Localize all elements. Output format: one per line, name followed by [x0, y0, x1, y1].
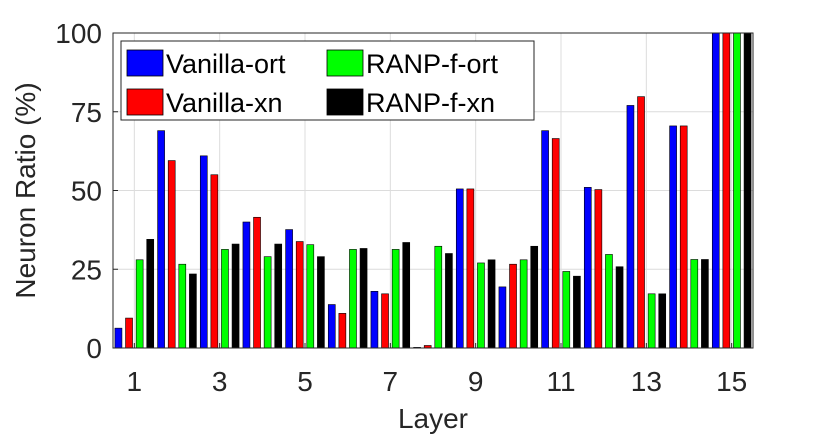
x-tick-label: 13 — [631, 366, 662, 397]
x-axis-ticks: 1 3 5 7 9 11 13 15 — [127, 343, 747, 397]
legend-label-Vanilla-ort: Vanilla-ort — [166, 49, 286, 79]
x-axis-label: Layer — [398, 403, 468, 434]
bar-Vanilla-xn-11 — [551, 138, 560, 349]
bar-RANP-f-xn-14 — [701, 259, 709, 349]
legend-swatch-RANP-f-ort — [326, 49, 364, 77]
legend-label-RANP-f-xn: RANP-f-xn — [366, 88, 495, 118]
bar-RANP-f-ort-15 — [733, 32, 741, 349]
bar-Vanilla-xn-12 — [594, 189, 603, 349]
bar-Vanilla-xn-4 — [253, 216, 261, 349]
bar-Vanilla-xn-15 — [722, 32, 731, 349]
bar-RANP-f-ort-14 — [690, 259, 699, 349]
bar-Vanilla-ort-9 — [455, 188, 464, 349]
x-tick-label: 11 — [546, 366, 575, 397]
bar-Vanilla-xn-2 — [167, 160, 176, 349]
bar-Vanilla-xn-13 — [637, 96, 645, 349]
bar-Vanilla-xn-6 — [338, 313, 347, 349]
bar-Vanilla-xn-9 — [466, 188, 475, 349]
bar-RANP-f-ort-4 — [263, 256, 272, 349]
bar-Vanilla-ort-3 — [199, 155, 208, 349]
bar-Vanilla-ort-13 — [626, 105, 635, 349]
x-tick-label: 1 — [127, 366, 143, 397]
legend: Vanilla-ort RANP-f-ort Vanilla-xn RANP-f-xn — [120, 40, 535, 121]
bar-Vanilla-ort-11 — [541, 130, 549, 349]
legend-swatch-RANP-f-xn — [326, 88, 364, 116]
bar-RANP-f-xn-10 — [530, 245, 539, 349]
legend-label-Vanilla-xn: Vanilla-xn — [166, 88, 283, 118]
x-tick-label: 9 — [468, 366, 484, 397]
bar-Vanilla-ort-15 — [711, 32, 720, 349]
bar-RANP-f-ort-3 — [221, 249, 229, 349]
y-axis-label: Neuron Ratio (%) — [10, 82, 41, 298]
y-tick-label: 25 — [71, 254, 102, 285]
bar-RANP-f-xn-5 — [317, 256, 325, 349]
legend-label-RANP-f-ort: RANP-f-ort — [366, 49, 499, 79]
bar-RANP-f-ort-7 — [391, 249, 400, 349]
bar-RANP-f-xn-2 — [189, 273, 197, 349]
bar-RANP-f-ort-12 — [605, 254, 613, 349]
bar-RANP-f-xn-4 — [274, 243, 283, 349]
bar-RANP-f-ort-13 — [647, 293, 656, 349]
bar-RANP-f-xn-7 — [402, 242, 411, 349]
y-tick-label: 50 — [71, 176, 102, 207]
bar-Vanilla-ort-6 — [327, 304, 336, 349]
bar-Vanilla-ort-2 — [157, 130, 165, 349]
bar-RANP-f-ort-11 — [562, 271, 571, 349]
bar-Vanilla-ort-5 — [285, 229, 293, 349]
y-tick-label: 0 — [86, 333, 102, 364]
bar-RANP-f-ort-1 — [135, 259, 144, 349]
x-tick-label: 7 — [383, 366, 399, 397]
bar-RANP-f-xn-15 — [743, 32, 752, 349]
bar-RANP-f-xn-1 — [146, 239, 155, 349]
bar-Vanilla-ort-10 — [498, 286, 507, 349]
bar-Vanilla-ort-12 — [583, 187, 592, 349]
bar-RANP-f-ort-2 — [178, 263, 187, 349]
legend-swatch-Vanilla-ort — [126, 49, 164, 77]
x-tick-label: 15 — [716, 366, 747, 397]
bar-RANP-f-xn-11 — [573, 275, 581, 349]
bar-RANP-f-xn-13 — [658, 293, 667, 349]
y-tick-label: 100 — [55, 18, 102, 49]
bar-RANP-f-ort-10 — [519, 259, 528, 349]
x-tick-label: 5 — [297, 366, 313, 397]
y-axis-ticks: 0 25 50 75 100 — [55, 18, 118, 364]
bar-RANP-f-ort-5 — [306, 244, 315, 349]
bar-Vanilla-xn-5 — [295, 241, 304, 349]
bar-RANP-f-ort-9 — [477, 262, 485, 349]
bar-Vanilla-ort-1 — [114, 327, 123, 349]
bar-Vanilla-ort-7 — [370, 290, 379, 349]
bar-Vanilla-xn-3 — [210, 174, 219, 349]
bar-RANP-f-ort-6 — [349, 249, 357, 349]
bar-Vanilla-xn-1 — [125, 317, 133, 349]
bar-Vanilla-xn-14 — [679, 125, 688, 349]
bar-Vanilla-xn-10 — [509, 263, 517, 349]
bar-RANP-f-xn-8 — [445, 253, 453, 349]
bar-Vanilla-xn-7 — [381, 293, 389, 349]
bar-RANP-f-xn-12 — [615, 266, 624, 349]
y-tick-label: 75 — [71, 97, 102, 128]
legend-swatch-Vanilla-xn — [126, 88, 164, 116]
bar-RANP-f-xn-3 — [231, 243, 240, 349]
bar-RANP-f-xn-9 — [487, 259, 496, 349]
x-tick-label: 3 — [212, 366, 228, 397]
bar-Vanilla-ort-14 — [669, 125, 677, 349]
bar-RANP-f-ort-8 — [434, 245, 443, 349]
bar-Vanilla-ort-4 — [242, 221, 251, 349]
bar-RANP-f-xn-6 — [359, 248, 368, 349]
